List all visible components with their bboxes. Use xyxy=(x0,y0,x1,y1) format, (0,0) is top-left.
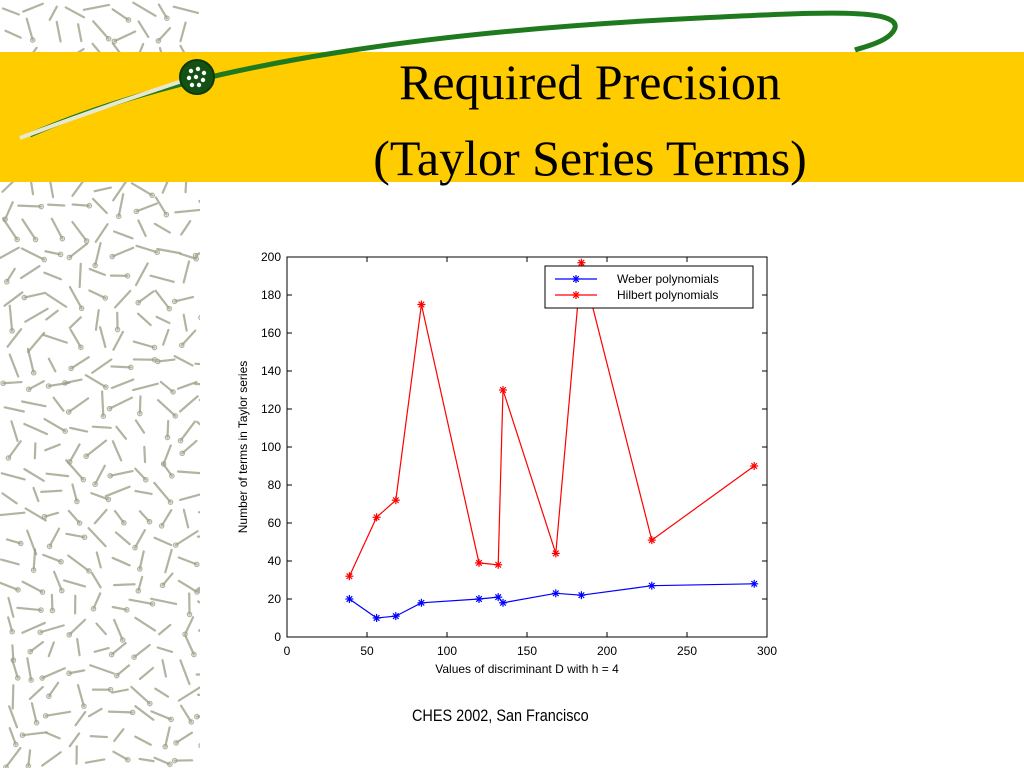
data-point xyxy=(345,595,354,603)
y-axis-label: Number of terms in Taylor series xyxy=(236,361,250,534)
x-tick-label: 0 xyxy=(284,644,291,658)
y-tick-label: 180 xyxy=(261,288,281,302)
y-tick-label: 200 xyxy=(261,250,281,264)
data-point xyxy=(475,558,483,567)
y-tick-label: 120 xyxy=(261,402,281,416)
y-tick-label: 160 xyxy=(261,326,281,340)
y-tick-label: 100 xyxy=(261,440,281,454)
legend-label: Hilbert polynomials xyxy=(617,288,718,302)
data-point xyxy=(551,589,560,598)
data-point xyxy=(499,598,507,607)
slide-title-line2: (Taylor Series Terms) xyxy=(373,130,807,186)
data-point xyxy=(577,258,586,267)
data-point xyxy=(475,595,483,603)
data-point xyxy=(750,579,759,588)
data-point xyxy=(345,572,354,581)
data-point xyxy=(551,549,560,558)
data-point xyxy=(372,513,381,522)
data-point xyxy=(372,614,381,622)
x-tick-label: 50 xyxy=(360,644,374,658)
data-point xyxy=(577,591,586,600)
data-point xyxy=(391,496,400,505)
legend-marker xyxy=(572,291,580,299)
legend-box xyxy=(544,265,754,309)
y-tick-label: 80 xyxy=(268,478,282,492)
data-point xyxy=(750,462,759,470)
title-band xyxy=(0,52,1024,182)
data-point xyxy=(647,536,656,545)
plot-area xyxy=(286,256,768,638)
y-tick-label: 60 xyxy=(268,516,282,530)
data-point xyxy=(417,598,426,607)
x-tick-label: 250 xyxy=(677,644,697,658)
y-tick-label: 0 xyxy=(274,630,281,644)
data-point xyxy=(494,560,503,569)
y-tick-label: 20 xyxy=(268,592,282,606)
data-point xyxy=(494,593,503,602)
data-point xyxy=(499,386,507,394)
x-axis-label: Values of discriminant D with h = 4 xyxy=(435,662,619,676)
data-point xyxy=(391,612,400,621)
x-tick-label: 300 xyxy=(757,644,777,658)
legend-label: Weber polynomials xyxy=(617,272,719,286)
y-tick-label: 140 xyxy=(261,364,281,378)
x-tick-label: 200 xyxy=(597,644,617,658)
x-tick-label: 150 xyxy=(517,644,537,658)
data-point xyxy=(417,300,426,309)
y-tick-label: 40 xyxy=(268,554,282,568)
legend-marker xyxy=(572,275,580,283)
x-tick-label: 100 xyxy=(437,644,457,658)
data-point xyxy=(647,581,656,590)
decorative-side-pattern xyxy=(0,1,200,768)
slide-title-line1: Required Precision xyxy=(399,54,781,110)
slide-footer: CHES 2002, San Francisco xyxy=(412,706,589,725)
